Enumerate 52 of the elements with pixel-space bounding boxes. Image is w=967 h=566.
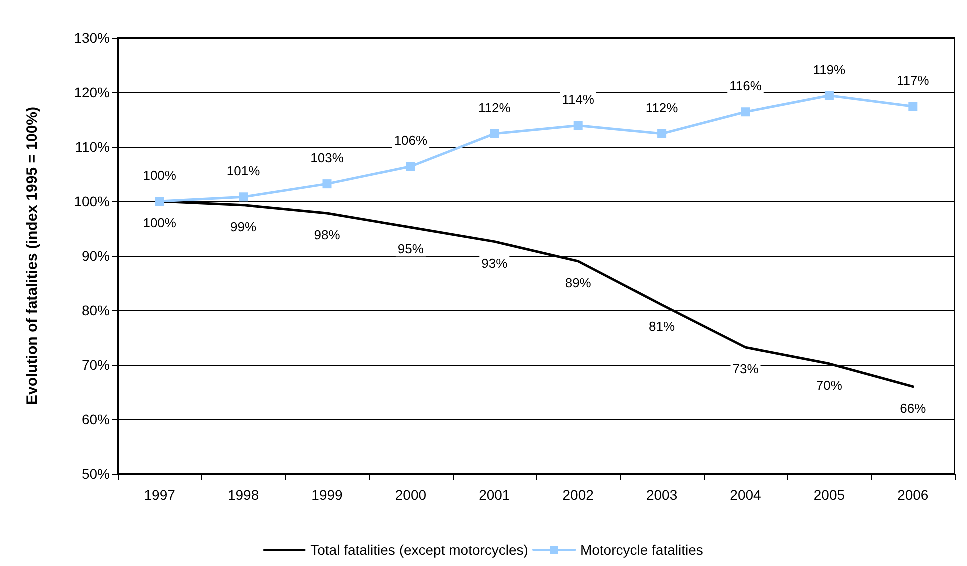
data-label: 103% <box>310 150 344 166</box>
point <box>574 121 583 130</box>
data-label: 112% <box>478 100 512 116</box>
x-tick-label: 1999 <box>312 487 344 503</box>
data-label: 66% <box>900 400 927 416</box>
legend-label: Total fatalities (except motorcycles) <box>310 542 528 558</box>
y-tick-label: 50% <box>82 466 110 482</box>
data-label: 100% <box>143 168 177 183</box>
y-tick-label: 60% <box>82 412 110 428</box>
data-label: 106% <box>394 133 428 148</box>
data-label: 99% <box>230 219 257 234</box>
y-tick-label: 130% <box>74 30 110 46</box>
y-tick-label: 100% <box>74 194 110 210</box>
data-label: 70% <box>816 378 843 393</box>
data-label: 73% <box>732 362 760 377</box>
point <box>908 102 918 112</box>
x-tick-label: 2006 <box>898 487 929 503</box>
point <box>658 129 667 138</box>
data-label: 114% <box>562 92 595 108</box>
data-label: 93% <box>482 256 508 271</box>
x-tick-label: 2001 <box>479 487 510 503</box>
y-axis-title: Evolution of fatalities (index 1995 = 100%) <box>24 106 41 406</box>
x-tick-label: 1998 <box>228 487 260 503</box>
x-tick-label: 2002 <box>562 487 594 503</box>
point <box>239 192 248 202</box>
y-tick-label: 120% <box>74 84 110 100</box>
point <box>824 91 834 100</box>
y-tick-label: 110% <box>75 139 110 155</box>
data-label: 117% <box>897 73 930 88</box>
point <box>490 129 500 138</box>
x-tick-label: 2000 <box>395 487 427 503</box>
y-tick-label: 70% <box>82 357 110 373</box>
point <box>741 108 750 117</box>
data-label: 81% <box>649 319 676 334</box>
data-label: 116% <box>730 78 762 94</box>
x-tick-label: 2003 <box>646 487 678 503</box>
legend-label: Motorcycle fatalities <box>580 542 704 558</box>
x-tick-label: 2005 <box>814 487 846 503</box>
y-tick-label: 80% <box>82 302 110 318</box>
data-label: 89% <box>565 275 592 290</box>
y-tick-label: 90% <box>82 248 110 264</box>
x-tick-label: 1997 <box>144 487 176 503</box>
x-tick-label: 2004 <box>730 487 762 503</box>
data-label: 95% <box>398 242 424 257</box>
data-label: 101% <box>226 164 261 179</box>
point <box>322 180 332 189</box>
data-label: 100% <box>143 216 177 230</box>
point <box>155 197 164 206</box>
data-label: 112% <box>646 100 679 116</box>
data-label: 119% <box>813 62 846 78</box>
point <box>406 162 416 172</box>
data-label: 98% <box>314 227 341 242</box>
